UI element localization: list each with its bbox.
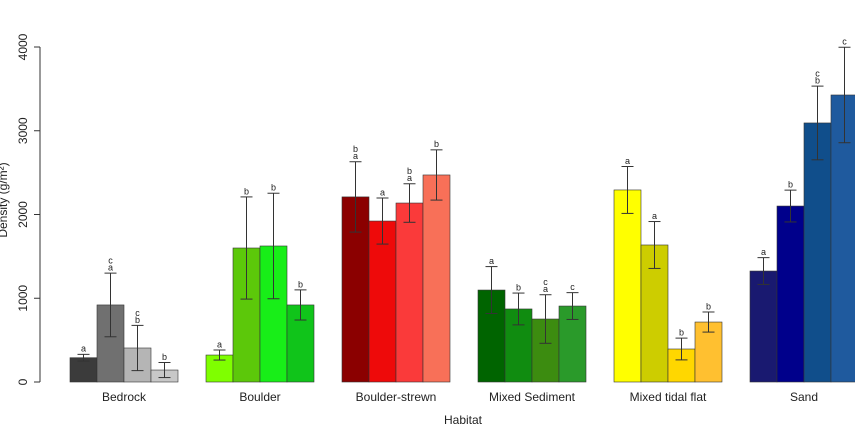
significance-letter: b xyxy=(407,166,412,176)
x-tick-label: Boulder-strewn xyxy=(356,390,437,404)
x-axis-title: Habitat xyxy=(444,413,483,427)
significance-letter: a xyxy=(407,173,412,183)
x-tick-label: Sand xyxy=(790,390,818,404)
significance-letter: b xyxy=(788,180,793,190)
significance-letter: a xyxy=(543,284,548,294)
significance-letter: b xyxy=(271,183,276,193)
y-tick-label: 0 xyxy=(16,378,30,385)
y-tick-label: 1000 xyxy=(16,285,30,312)
y-tick-label: 2000 xyxy=(16,201,30,228)
significance-letter: a xyxy=(81,344,86,354)
bar xyxy=(69,357,98,383)
significance-letter: b xyxy=(162,352,167,362)
x-tick-label: Mixed Sediment xyxy=(489,390,576,404)
significance-letter: c xyxy=(570,282,575,292)
significance-letter: a xyxy=(761,247,766,257)
x-tick-label: Boulder xyxy=(239,390,280,404)
significance-letter: c xyxy=(543,277,548,287)
significance-letter: b xyxy=(135,315,140,325)
bar xyxy=(395,202,424,383)
significance-letter: a xyxy=(652,211,657,221)
significance-letter: a xyxy=(353,151,358,161)
bar xyxy=(776,205,805,383)
bar xyxy=(422,174,451,383)
bar xyxy=(803,122,832,383)
significance-letter: c xyxy=(135,308,140,318)
bar xyxy=(368,220,397,383)
significance-letter: b xyxy=(244,186,249,196)
y-tick-label: 4000 xyxy=(16,33,30,60)
significance-letter: c xyxy=(842,37,847,47)
x-tick-label: Bedrock xyxy=(102,390,147,404)
significance-letter: a xyxy=(625,156,630,166)
significance-letter: a xyxy=(108,263,113,273)
significance-letter: c xyxy=(108,256,113,266)
significance-letter: b xyxy=(815,75,820,85)
significance-letter: a xyxy=(217,339,222,349)
significance-letter: a xyxy=(489,256,494,266)
y-tick-label: 3000 xyxy=(16,117,30,144)
significance-letter: b xyxy=(298,279,303,289)
significance-letter: b xyxy=(353,144,358,154)
significance-letter: c xyxy=(815,68,820,78)
significance-letter: b xyxy=(516,282,521,292)
significance-letter: b xyxy=(679,327,684,337)
x-tick-label: Mixed tidal flat xyxy=(630,390,707,404)
significance-letter: b xyxy=(434,139,439,149)
bar xyxy=(830,94,855,383)
significance-letter: b xyxy=(706,301,711,311)
y-axis-title: Density (g/m²) xyxy=(0,162,10,237)
significance-letter: a xyxy=(380,187,385,197)
bar xyxy=(749,270,778,383)
bar xyxy=(613,189,642,383)
